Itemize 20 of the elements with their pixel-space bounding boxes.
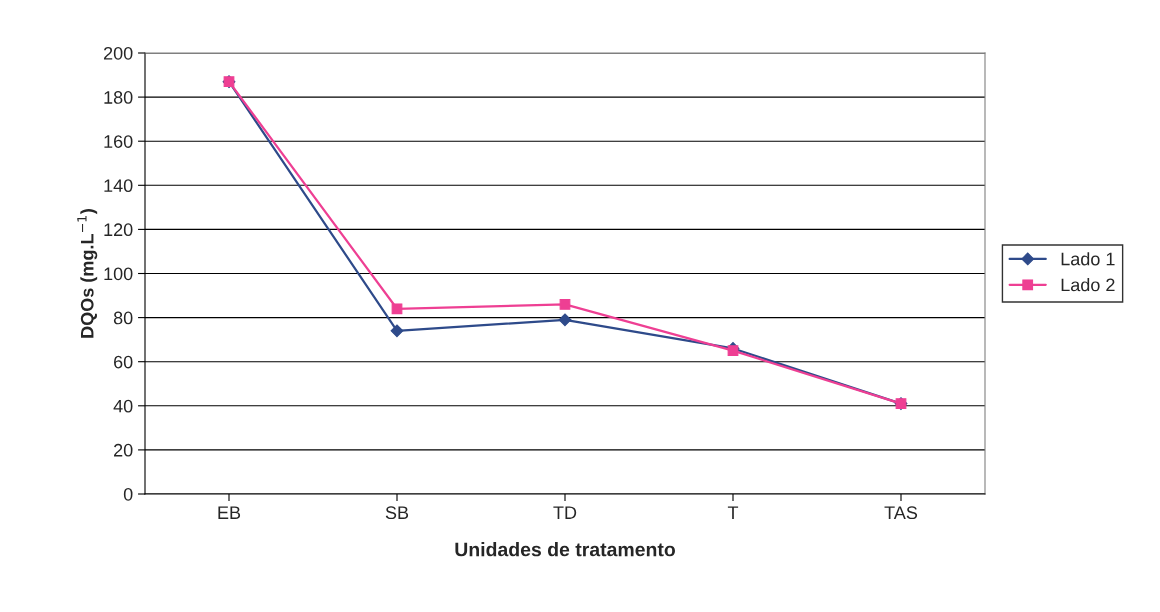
y-tick-label: 100: [104, 267, 133, 281]
legend-label: Lado 2: [1061, 278, 1115, 292]
x-tick-label: TD: [553, 506, 577, 519]
y-axis-title: DQOs (mg.L$^{−1}$): [77, 209, 98, 338]
x-tick-label: T: [727, 506, 739, 519]
y-tick-label: 180: [104, 91, 133, 104]
legend-label: Lado 1: [1061, 252, 1115, 266]
x-tick-label: EB: [218, 506, 241, 519]
x-tick-label: SB: [385, 506, 409, 520]
y-tick-label: 160: [104, 135, 133, 148]
y-tick-label: 40: [113, 399, 133, 413]
y-tick-label: 0: [123, 487, 133, 501]
y-tick-label: 140: [104, 179, 133, 193]
y-tick-label: 20: [114, 443, 133, 457]
y-tick-label: 200: [103, 46, 133, 60]
y-tick-label: 80: [113, 311, 133, 325]
x-axis-title: Unidades de tratamento: [455, 542, 675, 557]
y-tick-label: 60: [114, 355, 133, 369]
x-tick-label: TAS: [884, 506, 918, 520]
y-tick-label: 120: [104, 223, 133, 237]
